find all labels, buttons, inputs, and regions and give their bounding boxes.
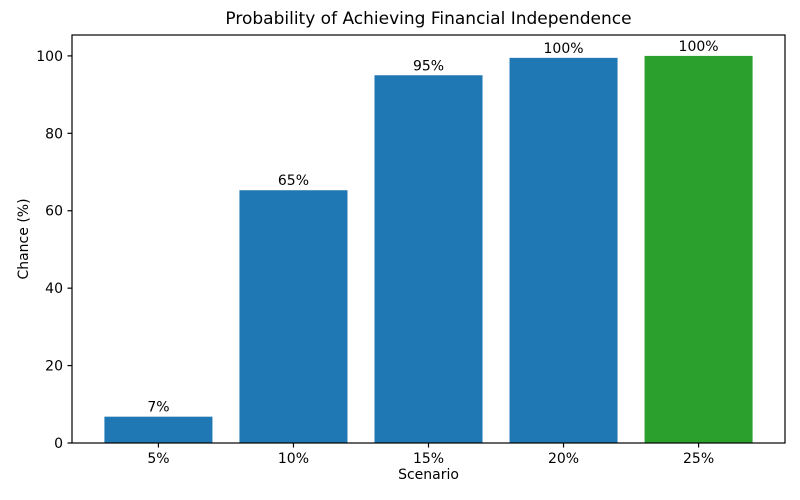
bar-value-label: 100% — [544, 41, 584, 57]
y-axis-label: Chance (%) — [16, 198, 32, 280]
bar — [374, 75, 483, 444]
y-tick-label: 40 — [45, 281, 63, 297]
x-axis-label: Scenario — [398, 467, 459, 483]
y-tick-label: 0 — [54, 436, 63, 452]
bar — [104, 416, 213, 443]
x-tick-label: 15% — [413, 451, 444, 467]
x-tick-label: 5% — [147, 451, 169, 467]
y-tick-label: 20 — [45, 359, 63, 375]
y-tick-label: 60 — [45, 204, 63, 220]
bar — [239, 190, 348, 443]
bar-value-label: 7% — [147, 400, 169, 416]
y-tick-label: 100 — [36, 49, 63, 65]
bar — [509, 57, 618, 443]
x-tick-label: 20% — [548, 451, 579, 467]
x-tick-label: 25% — [683, 451, 714, 467]
y-tick-label: 80 — [45, 126, 63, 142]
bar-value-label: 100% — [679, 39, 719, 55]
chart-title: Probability of Achieving Financial Indep… — [225, 9, 632, 29]
x-tick-label: 10% — [278, 451, 309, 467]
bar-value-label: 65% — [278, 173, 309, 189]
bar — [644, 55, 753, 443]
bar-value-label: 95% — [413, 58, 444, 74]
